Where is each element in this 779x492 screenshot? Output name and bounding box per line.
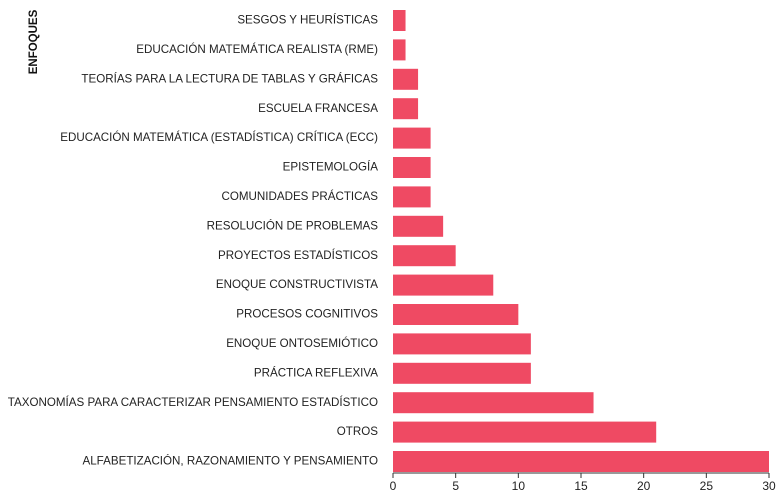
category-label: PROYECTOS ESTADÍSTICOS — [218, 249, 378, 262]
bar — [393, 304, 519, 325]
bar — [393, 39, 406, 61]
bar — [393, 10, 406, 31]
x-axis: 0 5 10 15 20 25 30 — [390, 472, 776, 492]
x-tick-label: 10 — [512, 479, 526, 492]
category-label: EDUCACIÓN MATEMÁTICA REALISTA (RME) — [136, 43, 378, 56]
category-label: PROCESOS COGNITIVOS — [236, 308, 378, 321]
y-axis-title: ENFOQUES — [28, 9, 40, 74]
bar — [393, 215, 444, 237]
category-label: EPISTEMOLOGÍA — [283, 161, 379, 174]
bar — [393, 127, 431, 149]
bar — [393, 451, 769, 472]
bar — [393, 392, 594, 414]
category-label: PRÁCTICA REFLEXIVA — [254, 366, 378, 379]
bar — [393, 68, 419, 90]
x-tick-label: 25 — [700, 479, 714, 492]
category-label: RESOLUCIÓN DE PROBLEMAS — [207, 219, 379, 232]
bars — [393, 10, 769, 472]
category-label: TAXONOMÍAS PARA CARACTERIZAR PENSAMIENTO… — [8, 396, 378, 409]
bar — [393, 245, 456, 267]
bar — [393, 421, 657, 443]
category-labels: SESGOS Y HEURÍSTICAS EDUCACIÓN MATEMÁTICA… — [8, 14, 378, 468]
x-tick-label: 0 — [390, 479, 397, 492]
x-tick-label: 5 — [452, 479, 459, 492]
category-label: EDUCACIÓN MATEMÁTICA (ESTADÍSTICA) CRÍTI… — [60, 131, 378, 144]
bar — [393, 157, 431, 178]
category-label: ENOQUE CONSTRUCTIVISTA — [216, 278, 378, 291]
category-label: ENOQUE ONTOSEMIÓTICO — [226, 337, 378, 350]
x-tick-label: 20 — [637, 479, 651, 492]
category-label: COMUNIDADES PRÁCTICAS — [221, 190, 378, 203]
category-label: ESCUELA FRANCESA — [258, 102, 378, 115]
x-tick-label: 30 — [762, 479, 776, 492]
x-tick-label: 15 — [574, 479, 588, 492]
bar — [393, 98, 419, 120]
category-label: TEORÍAS PARA LA LECTURA DE TABLAS Y GRÁF… — [81, 72, 378, 85]
bar — [393, 186, 431, 208]
bar — [393, 333, 531, 355]
category-label: SESGOS Y HEURÍSTICAS — [237, 14, 378, 27]
bar — [393, 362, 531, 384]
category-label: OTROS — [337, 425, 378, 438]
bar — [393, 274, 494, 296]
category-label: ALFABETIZACIÓN, RAZONAMIENTO Y PENSAMIEN… — [83, 455, 379, 468]
